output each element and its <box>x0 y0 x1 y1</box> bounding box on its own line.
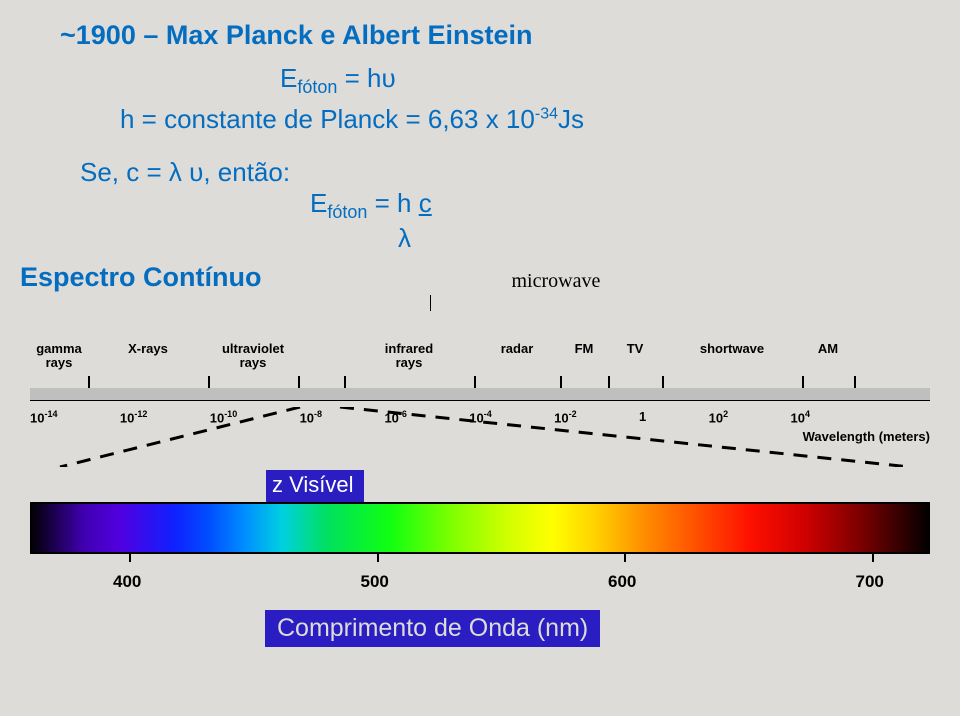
visible-tick <box>129 554 131 562</box>
eq-sub-foton: fóton <box>297 77 337 97</box>
slide-title: ~1900 – Max Planck e Albert Einstein <box>60 20 900 51</box>
em-tick <box>344 376 346 388</box>
equation-speed-of-light: Se, c = λ υ, então: <box>80 157 900 188</box>
visible-tick <box>872 554 874 562</box>
em-band-label: FM <box>560 342 608 376</box>
eq-E: E <box>280 63 297 93</box>
equation-photon-energy: Efóton = hυ <box>280 63 900 98</box>
em-band-label: shortwave <box>662 342 802 376</box>
em-band-label: AM <box>802 342 854 376</box>
em-band-label: TV <box>608 342 662 376</box>
visible-light-label-box: z Visível <box>266 470 364 502</box>
em-tick <box>298 376 300 388</box>
eq4-E: E <box>310 188 327 218</box>
em-tick <box>88 376 90 388</box>
em-band-label: radar <box>474 342 560 376</box>
em-scale-label: 1 <box>639 409 646 425</box>
eq4-sub: fóton <box>327 202 367 222</box>
visible-tick <box>624 554 626 562</box>
em-dash-row: 10-14 10-12 10-10 10-8 10-6 10-4 10-2 1 102 104 W… <box>30 407 930 467</box>
em-band-labels-row: gammaraysX-raysultravioletrays infraredra… <box>30 342 930 376</box>
em-band-label <box>298 342 344 376</box>
planck-post: Js <box>558 104 584 134</box>
em-tick <box>662 376 664 388</box>
wavelength-nm-label-box: Comprimento de Onda (nm) <box>265 610 600 647</box>
em-tick <box>854 376 856 388</box>
visible-tick <box>377 554 379 562</box>
em-scale-label: 10-6 <box>384 409 406 425</box>
em-scale-label: 102 <box>709 409 728 425</box>
em-tick <box>802 376 804 388</box>
visible-scale-value: 400 <box>113 572 141 592</box>
em-scale-label: 10-4 <box>469 409 491 425</box>
visible-scale-value: 500 <box>361 572 389 592</box>
equation-efoton-hc-lambda: Efóton = h c <box>310 188 900 223</box>
em-scale-label: 10-2 <box>554 409 576 425</box>
em-band-label: X-rays <box>88 342 208 376</box>
visible-spectrum-bar <box>30 502 930 554</box>
visible-scale-value: 600 <box>608 572 636 592</box>
eq4-mid: = h <box>367 188 418 218</box>
microwave-tick <box>430 295 431 311</box>
em-scale-label: 10-14 <box>30 409 57 425</box>
em-tick <box>560 376 562 388</box>
em-grey-bar <box>30 388 930 400</box>
em-tick-row <box>30 376 930 388</box>
em-scale-label: 10-12 <box>120 409 147 425</box>
em-tick <box>608 376 610 388</box>
eq4-c: c <box>419 188 432 218</box>
em-band-label: infraredrays <box>344 342 474 376</box>
planck-pre: h = constante de Planck = 6,63 x 10 <box>120 104 535 134</box>
em-tick <box>208 376 210 388</box>
em-scale-labels: 10-14 10-12 10-10 10-8 10-6 10-4 10-2 1 102 104 <box>30 409 810 425</box>
wavelength-meters-label: Wavelength (meters) <box>803 429 930 444</box>
planck-sup: -34 <box>535 106 558 123</box>
em-band-label: gammarays <box>30 342 88 376</box>
equation-planck-constant: h = constante de Planck = 6,63 x 10-34Js <box>120 104 900 135</box>
em-spectrum-diagram: gammaraysX-raysultravioletrays infraredra… <box>30 342 930 467</box>
em-band-label: ultravioletrays <box>208 342 298 376</box>
em-tick <box>474 376 476 388</box>
em-scale-label: 104 <box>790 409 809 425</box>
em-scale-label: 10-8 <box>300 409 322 425</box>
visible-scale-value: 700 <box>856 572 884 592</box>
spectrum-continuous-title: Espectro Contínuo <box>20 262 262 293</box>
em-scale-label: 10-10 <box>210 409 237 425</box>
eq-rest: = hυ <box>337 63 395 93</box>
em-thin-line <box>30 400 930 401</box>
equation-lambda-denom: λ <box>398 223 900 254</box>
microwave-label: microwave <box>512 270 601 293</box>
